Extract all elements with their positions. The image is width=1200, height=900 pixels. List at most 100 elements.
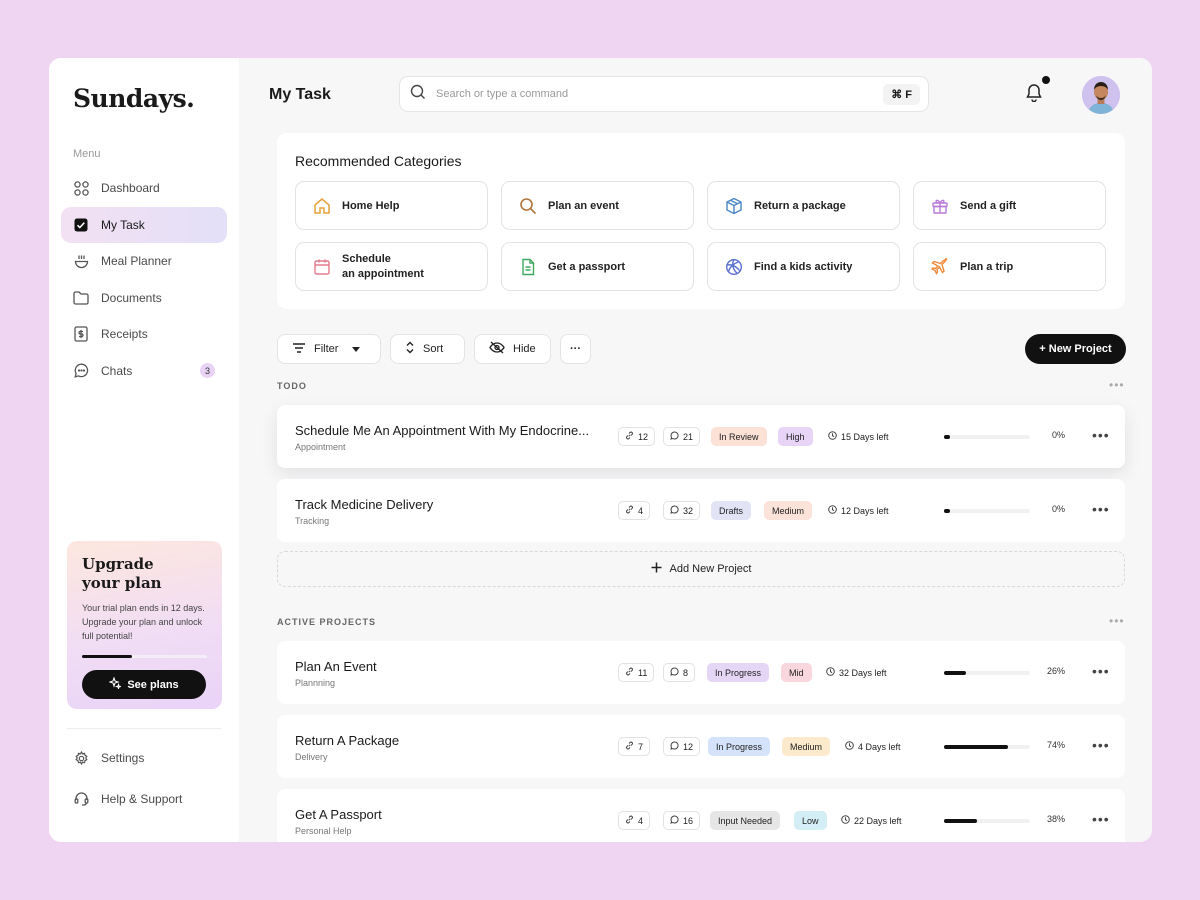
progress-fill [944,745,1008,749]
category-kids-activity[interactable]: Find a kids activity [707,242,900,291]
sidebar-item-help-support[interactable]: Help & Support [73,779,182,819]
sidebar-item-label: Dashboard [101,181,160,195]
active-projects-more-button[interactable]: ••• [1109,614,1125,628]
days-left: 22 Days left [841,811,902,830]
status-badge: Input Needed [710,811,781,830]
category-label: Return a package [754,199,846,212]
new-project-button[interactable]: + New Project [1025,334,1126,364]
more-options-button[interactable]: ··· [560,334,591,364]
links-count[interactable]: 11 [618,663,655,682]
gift-icon [930,196,950,216]
category-label: Schedule an appointment [342,252,424,282]
category-label-line1: Schedule [342,252,391,265]
package-icon [724,196,744,216]
notifications-button[interactable] [1023,84,1045,106]
category-send-gift[interactable]: Send a gift [913,181,1106,230]
trial-progress-fill [82,655,132,658]
sidebar-item-meal-planner[interactable]: Meal Planner [61,243,227,279]
upgrade-text: Your trial plan ends in 12 days. Upgrade… [82,603,205,641]
table-row[interactable]: Schedule Me An Appointment With My Endoc… [277,405,1125,468]
category-plan-event[interactable]: Plan an event [501,181,694,230]
folder-icon [73,290,89,306]
link-icon [625,815,634,826]
row-more-button[interactable]: ••• [1092,427,1110,443]
sort-label: Sort [423,343,444,355]
links-count-value: 7 [638,741,644,752]
links-count[interactable]: 12 [618,427,656,446]
sidebar-item-label: Documents [101,290,162,305]
link-icon [625,505,634,516]
todo-more-button[interactable]: ••• [1109,378,1125,392]
sidebar-item-settings[interactable]: Settings [73,738,182,778]
links-count-value: 12 [638,431,649,442]
sidebar-item-documents[interactable]: Documents [61,280,227,316]
main-content: My Task ⌘ F Recomm [239,58,1152,842]
sidebar-item-chats[interactable]: Chats 3 [61,353,227,389]
table-row[interactable]: Return A Package Delivery 7 12 In Progre… [277,715,1125,778]
sidebar-item-dashboard[interactable]: Dashboard [61,170,227,206]
category-label: Find a kids activity [754,260,853,273]
progress-percent: 0% [1051,430,1065,440]
search-bar[interactable]: ⌘ F [399,76,929,112]
days-left: 12 Days left [828,501,889,520]
category-plan-trip[interactable]: Plan a trip [913,242,1106,291]
days-left-value: 32 Days left [839,667,887,678]
filter-label: Filter [314,343,339,355]
comments-count[interactable]: 12 [663,737,701,756]
sidebar-item-my-task[interactable]: My Task [61,206,227,243]
days-left-value: 4 Days left [858,741,901,752]
comment-icon [670,431,679,442]
add-new-project-button[interactable]: Add New Project [277,551,1125,587]
caret-down-icon [352,343,361,355]
days-left-value: 15 Days left [841,431,889,442]
table-row[interactable]: Track Medicine Delivery Tracking 4 32 Dr… [277,479,1125,542]
row-more-button[interactable]: ••• [1092,501,1110,517]
upgrade-title-line2: your plan [82,574,162,592]
category-return-package[interactable]: Return a package [707,181,900,230]
recommended-categories: Recommended Categories Home Help Plan an… [277,133,1125,309]
table-row[interactable]: Get A Passport Personal Help 4 16 Input … [277,789,1125,842]
more-label: ··· [570,343,581,355]
progress-bar [944,745,1030,749]
comments-count-value: 32 [683,505,694,516]
links-count[interactable]: 7 [618,737,651,756]
status-badge: In Review [711,427,767,446]
comments-count[interactable]: 16 [663,811,701,830]
link-icon [625,741,634,752]
category-label-line2: an appointment [342,267,424,280]
links-count[interactable]: 4 [618,501,651,520]
notification-dot [1042,76,1050,84]
gear-icon [73,750,89,766]
bowl-icon [73,253,89,269]
sidebar-item-label: Chats [101,363,133,378]
sort-button[interactable]: Sort [390,334,465,364]
category-schedule-appointment[interactable]: Schedule an appointment [295,242,488,291]
category-home-help[interactable]: Home Help [295,181,488,230]
row-more-button[interactable]: ••• [1092,737,1110,753]
progress-percent: 38% [1046,814,1065,824]
upgrade-card: Upgrade your plan Your trial plan ends i… [67,541,222,709]
hide-button[interactable]: Hide [474,334,551,364]
grid-icon [73,180,89,196]
row-more-button[interactable]: ••• [1092,663,1110,679]
category-get-passport[interactable]: Get a passport [501,242,694,291]
comments-count[interactable]: 21 [663,427,701,446]
search-input[interactable] [436,88,856,100]
filter-button[interactable]: Filter [277,334,381,364]
sidebar-item-receipts[interactable]: Receipts [61,316,227,352]
links-count[interactable]: 4 [618,811,651,830]
comments-count[interactable]: 8 [663,663,696,682]
eye-off-icon [489,341,505,357]
menu-caption: Menu [73,148,101,160]
avatar[interactable] [1082,76,1120,114]
progress-bar [944,509,1030,513]
table-row[interactable]: Plan An Event Plannning 11 8 In Progress… [277,641,1125,704]
see-plans-button[interactable]: See plans [82,670,206,699]
link-icon [625,667,634,678]
todo-section-label: TODO [277,381,307,391]
add-new-project-label: Add New Project [669,563,752,575]
days-left: 32 Days left [826,663,887,682]
link-icon [625,431,634,442]
row-more-button[interactable]: ••• [1092,811,1110,827]
comments-count[interactable]: 32 [663,501,701,520]
